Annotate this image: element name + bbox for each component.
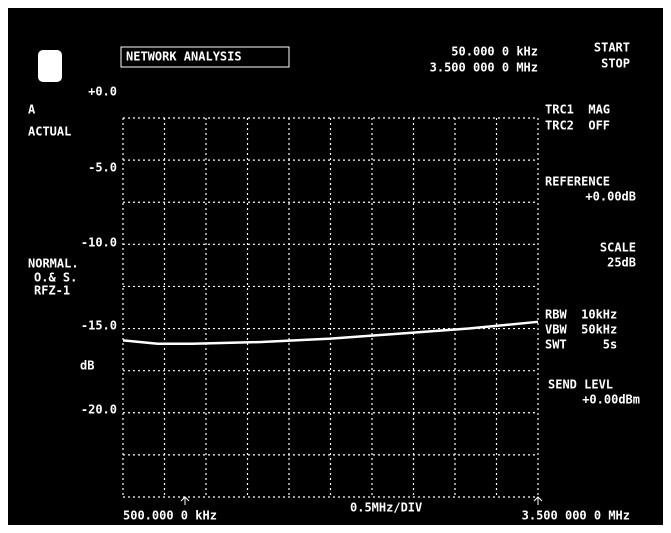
norm: O.& S. bbox=[34, 271, 77, 285]
marker-arrow bbox=[180, 496, 190, 505]
y-label: -15.0 bbox=[81, 319, 117, 333]
y-label: -5.0 bbox=[88, 161, 117, 175]
side-text: VBW 50kHz bbox=[545, 323, 617, 337]
y-label: -10.0 bbox=[81, 236, 117, 250]
trace bbox=[122, 320, 539, 345]
marker-arrow bbox=[533, 496, 543, 505]
x-start: 500.000 0 kHz bbox=[123, 509, 217, 523]
title-box bbox=[120, 46, 290, 68]
side-text: TRC1 MAG bbox=[545, 103, 610, 117]
channel: A bbox=[28, 103, 36, 117]
side-text: 25dB bbox=[607, 256, 636, 270]
mode: ACTUAL bbox=[28, 125, 71, 139]
title: NETWORK ANALYSIS bbox=[126, 50, 242, 64]
y-label: -20.0 bbox=[81, 403, 117, 417]
start-freq: 50.000 0 kHz bbox=[451, 45, 538, 59]
display bbox=[8, 8, 663, 525]
unit: dB bbox=[80, 359, 94, 373]
side-text: +0.00dBm bbox=[582, 393, 640, 407]
side-text: SCALE bbox=[600, 241, 636, 255]
side-text: REFERENCE bbox=[545, 175, 610, 189]
x-division: 0.5MHz/DIV bbox=[350, 501, 422, 515]
norm: NORMAL. bbox=[28, 257, 79, 271]
side-text: RBW 10kHz bbox=[545, 308, 617, 322]
side-text: TRC2 OFF bbox=[545, 119, 610, 133]
x-stop: 3.500 000 0 MHz bbox=[522, 509, 630, 523]
stop-label: STOP bbox=[601, 57, 630, 71]
indicator bbox=[38, 50, 62, 82]
side-text: +0.00dB bbox=[585, 190, 636, 204]
ref-label: +0.0 bbox=[88, 85, 117, 99]
side-text: SEND LEVL bbox=[548, 378, 613, 392]
stop-freq: 3.500 000 0 MHz bbox=[430, 61, 538, 75]
side-text: SWT 5s bbox=[545, 338, 617, 352]
norm: RFZ-1 bbox=[34, 284, 70, 298]
start-label: START bbox=[594, 41, 630, 55]
